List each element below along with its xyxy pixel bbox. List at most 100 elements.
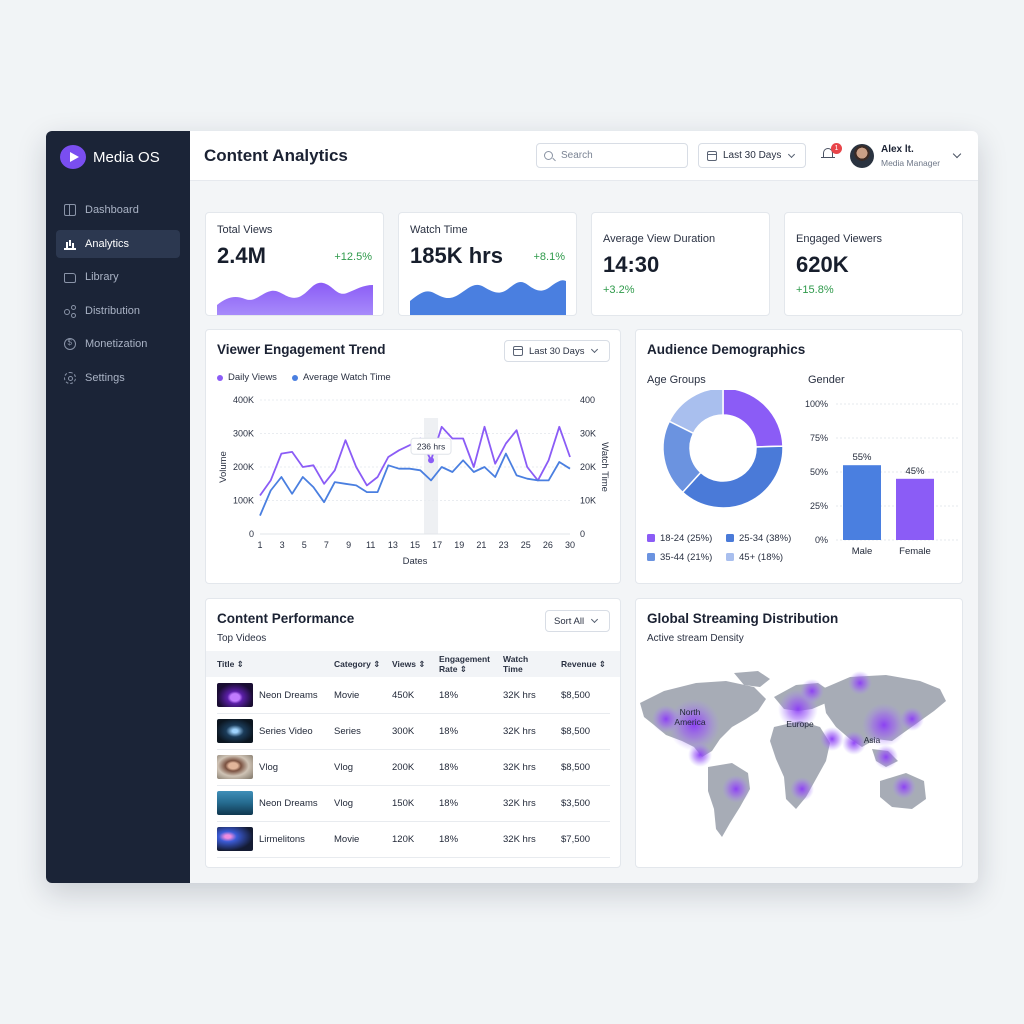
kpi-label: Average View Duration — [603, 233, 716, 245]
donut-slice-45-plus[interactable] — [668, 390, 724, 435]
table-row[interactable]: Neon Dreams Vlog 150K 18% 32K hrs $3,500 — [217, 786, 610, 822]
cell-views: 450K — [392, 690, 415, 701]
column-label: Category — [334, 659, 371, 669]
cell-engagement: 18% — [439, 690, 459, 701]
y-tick-label: 100% — [805, 399, 828, 409]
map-label-line: North — [680, 707, 701, 717]
media-play-logo-icon — [60, 145, 86, 169]
table-row[interactable]: Series Video Series 300K 18% 32K hrs $8,… — [217, 714, 610, 750]
cell-watch-time: 32K hrs — [503, 762, 536, 773]
donut-slice-25-34[interactable] — [681, 445, 784, 509]
chevron-down-icon — [591, 345, 599, 354]
heat-spot-india — [842, 731, 866, 755]
sidebar-item-monetization[interactable]: Monetization — [56, 330, 180, 358]
cell-category: Movie — [334, 834, 360, 845]
cell-revenue: $8,500 — [561, 726, 591, 737]
kpi-sparkline — [217, 282, 373, 315]
date-range-select[interactable]: Last 30 Days — [698, 143, 806, 168]
table-row[interactable]: Neon Dreams Movie 450K 18% 32K hrs $8,50… — [217, 678, 610, 714]
cell-title: Neon Dreams — [259, 690, 318, 701]
sidebar-item-dashboard[interactable]: Dashboard — [56, 196, 180, 224]
kpi-delta: +8.1% — [533, 251, 566, 263]
x-tick-label: 1 — [257, 540, 262, 550]
search-icon — [544, 151, 553, 160]
brand[interactable]: Media OS — [60, 145, 160, 169]
legend-swatch — [647, 553, 655, 561]
cell-title: Series Video — [259, 726, 313, 737]
sort-label: Sort All — [554, 615, 585, 627]
map-label-line: America — [674, 717, 705, 727]
legend-item-daily-views: Daily Views — [217, 372, 277, 383]
kpi-card-watch-time: Watch Time 185K hrs +8.1% — [398, 212, 577, 316]
gear-icon — [64, 371, 76, 384]
engagement-trend-card: Viewer Engagement Trend Last 30 Days Dai… — [205, 329, 621, 584]
line-series-average-watch-time[interactable] — [259, 452, 571, 516]
column-header-category[interactable]: Category ⇕ — [334, 659, 380, 669]
x-tick-label: 19 — [454, 540, 464, 550]
column-header-watch-time[interactable]: Watch Time — [503, 654, 543, 674]
engagement-date-range-select[interactable]: Last 30 Days — [504, 340, 610, 362]
cell-watch-time: 32K hrs — [503, 834, 536, 845]
cell-engagement: 18% — [439, 798, 459, 809]
sidebar-item-distribution[interactable]: Distribution — [56, 297, 180, 325]
bar-female[interactable] — [896, 478, 934, 540]
table-row[interactable]: Lirmelitons Movie 120K 18% 32K hrs $7,50… — [217, 822, 610, 858]
cell-revenue: $3,500 — [561, 798, 591, 809]
sidebar-item-label: Distribution — [85, 304, 141, 317]
y2-axis-label: Watch Time — [599, 442, 610, 492]
avatar[interactable] — [850, 144, 874, 168]
video-thumbnail-neon-arch — [217, 683, 253, 707]
line-series-daily-views[interactable] — [259, 425, 571, 497]
gender-title: Gender — [808, 374, 845, 386]
x-tick-label: 25 — [521, 540, 531, 550]
chevron-down-icon — [591, 615, 599, 624]
sort-select[interactable]: Sort All — [545, 610, 610, 632]
hover-point[interactable] — [428, 457, 435, 464]
donut-slice-18-24[interactable] — [722, 390, 784, 448]
page-title: Content Analytics — [204, 146, 348, 165]
gender-bar-chart: 0% 25% 50% 75% 100% 55% Male 45% Female — [805, 399, 960, 557]
tooltip-box — [410, 437, 452, 455]
card-title: Content Performance — [217, 611, 355, 626]
y-tick-label: 100K — [233, 496, 254, 506]
user-menu-chevron-icon[interactable] — [952, 149, 962, 159]
x-tick-label: 13 — [388, 540, 398, 550]
sidebar-item-settings[interactable]: Settings — [56, 364, 180, 392]
sidebar-item-label: Library — [85, 271, 119, 284]
column-header-title[interactable]: Title ⇕ — [217, 659, 244, 669]
x-tick-label: 17 — [432, 540, 442, 550]
sidebar-item-library[interactable]: Library — [56, 263, 180, 291]
sidebar-item-label: Settings — [85, 371, 125, 384]
video-thumbnail-ocean — [217, 791, 253, 815]
dollar-icon — [64, 338, 76, 351]
search-box[interactable] — [536, 143, 688, 168]
heat-spots — [652, 671, 924, 803]
cell-views: 300K — [392, 726, 415, 737]
bar-male[interactable] — [843, 465, 881, 540]
user-name: Alex lt. — [881, 144, 914, 155]
cell-title: Vlog — [259, 762, 279, 773]
legend-label: 35-44 (21%) — [660, 552, 712, 563]
sidebar: Media OS Dashboard Analytics Library Dis… — [46, 131, 190, 883]
column-header-revenue[interactable]: Revenue ⇕ — [561, 659, 606, 669]
date-range-label: Last 30 Days — [529, 345, 585, 357]
sparkline-area — [410, 280, 566, 315]
cell-revenue: $8,500 — [561, 690, 591, 701]
search-input[interactable] — [561, 150, 671, 161]
video-thumbnail-figure-glow — [217, 719, 253, 743]
legend-swatch — [647, 534, 655, 542]
y-tick-label: 400K — [233, 395, 254, 405]
map-label-europe: Europe — [786, 719, 814, 729]
world-density-map[interactable]: North America Europe Asia — [636, 669, 963, 849]
cell-category: Movie — [334, 690, 360, 701]
sidebar-item-analytics[interactable]: Analytics — [56, 229, 180, 258]
kpi-label: Watch Time — [410, 224, 468, 236]
legend-dot — [292, 374, 298, 381]
column-header-views[interactable]: Views ⇕ — [392, 659, 425, 669]
table-row[interactable]: Vlog Vlog 200K 18% 32K hrs $8,500 — [217, 750, 610, 786]
column-header-engagement-rate[interactable]: Engagement Rate ⇕ — [439, 654, 499, 674]
cell-watch-time: 32K hrs — [503, 726, 536, 737]
age-groups-donut-chart: 18-24 (25%) 25-34 (38%) 35-44 (21%) 45+ (18… — [647, 390, 791, 563]
kpi-delta: +12.5% — [334, 251, 372, 263]
top-bar: Content Analytics Last 30 Days 1 Alex lt… — [190, 131, 978, 181]
